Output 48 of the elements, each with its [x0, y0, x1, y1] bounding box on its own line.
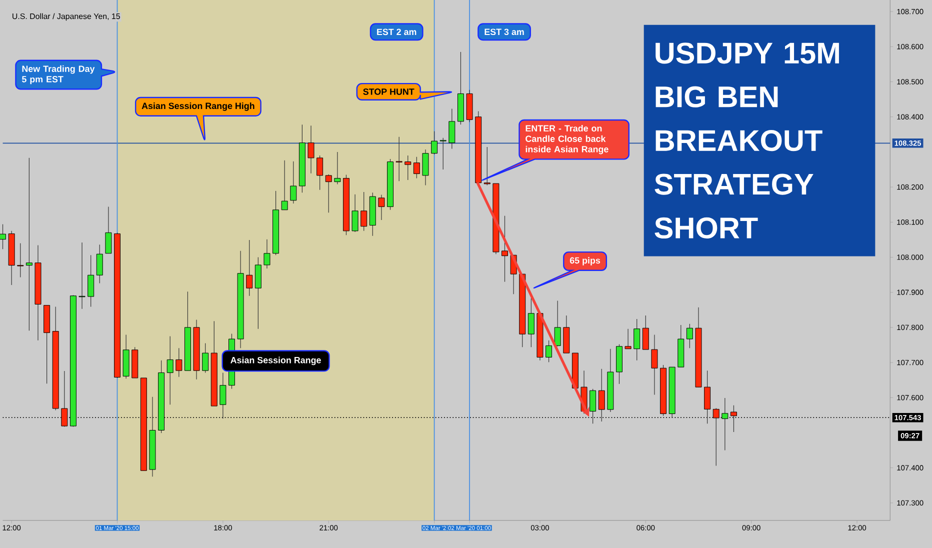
candlestick — [254, 256, 262, 329]
candlestick — [448, 108, 456, 149]
candlestick — [246, 240, 253, 296]
candlestick — [413, 156, 420, 178]
candlestick — [546, 340, 552, 362]
candlestick — [502, 215, 508, 282]
candlestick — [281, 160, 288, 210]
candlestick — [431, 130, 438, 155]
candlestick — [686, 323, 693, 348]
candlestick — [166, 336, 174, 405]
candlestick — [528, 298, 534, 348]
annotation: EST 3 am — [484, 28, 524, 35]
candlestick — [378, 194, 385, 220]
candlestick — [308, 125, 314, 174]
annotation: Asian Session Range High — [142, 102, 254, 111]
candlestick — [88, 254, 94, 307]
candlestick — [352, 194, 358, 232]
candlestick — [96, 244, 103, 284]
candlestick — [176, 348, 182, 378]
band-label: Asian Session Range — [230, 356, 321, 365]
text: USDJPY 15M BIG BEN BREAKOUT STRATEGY SHORT — [654, 42, 839, 238]
annotation: STOP HUNT — [363, 88, 414, 95]
candlestick — [17, 242, 24, 278]
candlestick — [264, 238, 270, 269]
annotation: 65 pips — [570, 256, 600, 266]
candlestick — [78, 242, 86, 309]
candlestick — [26, 157, 32, 331]
candlestick — [316, 154, 324, 190]
candlestick — [396, 136, 402, 182]
annotation: New Trading Day 5 pm EST — [22, 65, 95, 84]
candlestick — [651, 334, 658, 395]
annotation: EST 2 am — [377, 28, 416, 35]
candlestick — [334, 151, 341, 184]
candlestick — [360, 191, 368, 232]
candlestick — [290, 160, 297, 204]
candlestick — [325, 174, 332, 213]
annotation: ENTER - Trade on Candle Close back inside Asian Range — [526, 124, 608, 154]
candlestick — [642, 315, 649, 350]
candlestick — [422, 149, 429, 186]
candlestick — [554, 300, 561, 346]
candlestick — [0, 224, 6, 250]
candlestick — [105, 206, 112, 254]
candlestick — [202, 342, 209, 373]
candlestick — [404, 154, 412, 180]
candlestick — [624, 328, 632, 349]
candlestick — [440, 137, 446, 170]
candlestick — [484, 146, 490, 186]
candlestick — [634, 318, 640, 361]
